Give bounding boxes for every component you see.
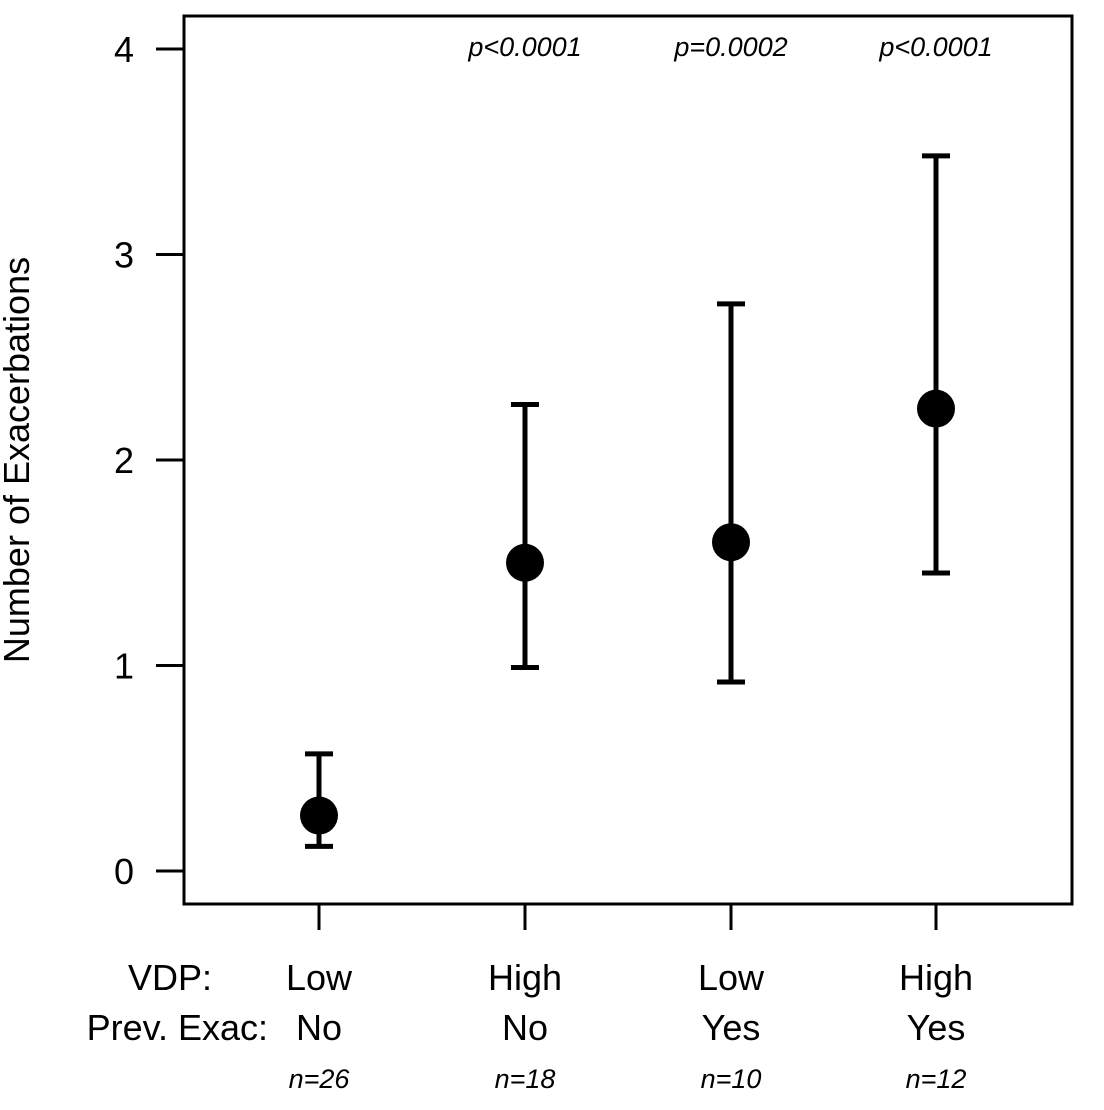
category-label-vdp: Low [286,957,353,998]
y-tick-label: 2 [114,440,134,481]
data-point [506,543,544,582]
sample-size-label: n=12 [906,1064,967,1094]
data-point [300,796,338,835]
category-label-vdp: Low [698,957,765,998]
p-value-label: p=0.0002 [673,32,787,62]
p-value-label: p<0.0001 [467,32,581,62]
y-tick-label: 3 [114,235,134,276]
data-point [917,389,955,428]
row-label-vdp: VDP: [128,957,212,998]
y-tick-label: 4 [114,29,134,70]
y-tick-label: 0 [114,851,134,892]
category-label-prev-exac: No [502,1007,548,1048]
y-tick-label: 1 [114,646,134,687]
p-value-label: p<0.0001 [878,32,992,62]
category-label-prev-exac: No [296,1007,342,1048]
category-label-prev-exac: Yes [702,1007,761,1048]
sample-size-label: n=10 [701,1064,762,1094]
y-axis-label: Number of Exacerbations [0,257,37,663]
category-label-prev-exac: Yes [907,1007,966,1048]
category-label-vdp: High [899,957,973,998]
data-point [712,523,750,562]
sample-size-label: n=18 [495,1064,556,1094]
chart-marks: 0 1 2 3 4 Number of Exacerbations VDP: Prev. Ex… [0,29,993,1094]
sample-size-label: n=26 [289,1064,351,1094]
row-label-prev-exac: Prev. Exac: [87,1007,268,1048]
category-label-vdp: High [488,957,562,998]
